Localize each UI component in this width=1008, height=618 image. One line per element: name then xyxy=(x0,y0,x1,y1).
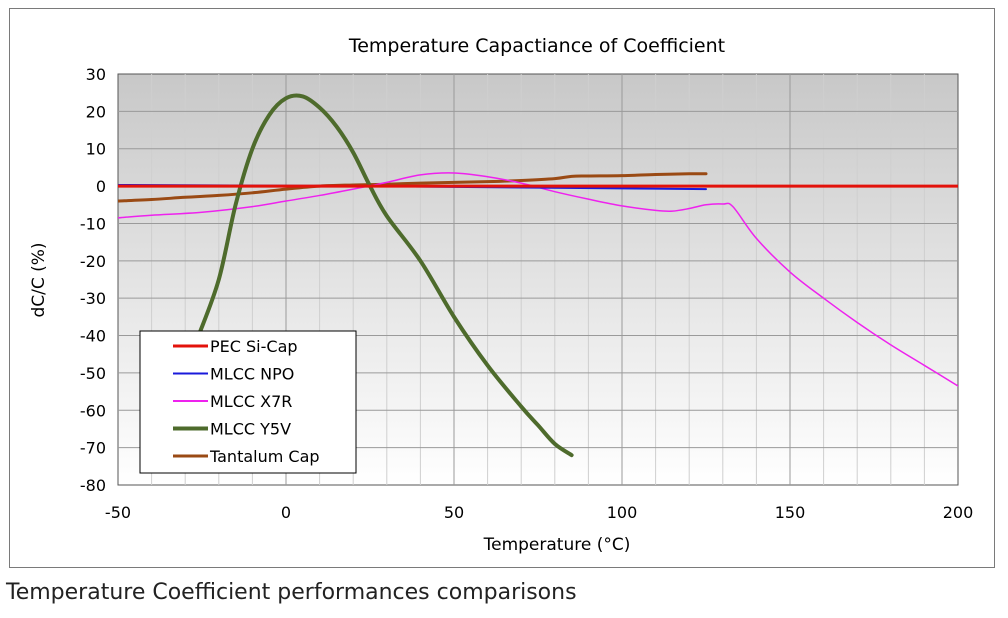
x-tick-label: -50 xyxy=(105,503,131,522)
y-tick-label: -30 xyxy=(80,289,106,308)
legend-label-tantalum-cap: Tantalum Cap xyxy=(209,447,320,466)
series-lines xyxy=(118,93,958,458)
y-tick-label: -40 xyxy=(80,327,106,346)
x-axis-label: Temperature (°C) xyxy=(483,535,631,555)
y-tick-label: 20 xyxy=(86,102,106,121)
y-tick-label: 0 xyxy=(96,177,106,196)
x-axis-ticks: -50 0 50 100 150 200 xyxy=(105,503,973,522)
chart-svg: Temperature Capactiance of Coefficient 3… xyxy=(29,35,973,555)
y-axis-ticks: 30 20 10 0 -10 -20 -30 -40 -50 -60 -70 -80 xyxy=(80,65,106,495)
chart-figure: Temperature Capactiance of Coefficient 3… xyxy=(9,8,995,568)
legend-label-mlcc-npo: MLCC NPO xyxy=(210,365,294,384)
legend: PEC Si-Cap MLCC NPO MLCC X7R MLCC Y5V Tantal… xyxy=(139,330,357,474)
chart-title: Temperature Capactiance of Coefficient xyxy=(348,35,725,57)
x-tick-label: 150 xyxy=(775,503,806,522)
series-line-tantalum-cap xyxy=(118,172,708,203)
legend-label-pec-si-cap: PEC Si-Cap xyxy=(210,337,298,356)
series-line-mlcc-x7r xyxy=(118,172,958,387)
x-tick-label: 200 xyxy=(943,503,974,522)
legend-label-mlcc-y5v: MLCC Y5V xyxy=(210,420,291,439)
series-line-mlcc-y5v xyxy=(196,93,574,458)
x-tick-label: 100 xyxy=(607,503,638,522)
y-tick-label: -60 xyxy=(80,401,106,420)
legend-label-mlcc-x7r: MLCC X7R xyxy=(210,392,292,411)
y-axis-label: dC/C (%) xyxy=(29,242,49,317)
y-tick-label: -10 xyxy=(80,214,106,233)
y-tick-label: 10 xyxy=(86,140,106,159)
x-tick-label: 0 xyxy=(281,503,291,522)
x-tick-label: 50 xyxy=(444,503,464,522)
figure-caption: Temperature Coefficient performances com… xyxy=(6,580,577,605)
y-tick-label: 30 xyxy=(86,65,106,84)
y-tick-label: -80 xyxy=(80,476,106,495)
y-tick-label: -70 xyxy=(80,439,106,458)
y-tick-label: -50 xyxy=(80,364,106,383)
y-tick-label: -20 xyxy=(80,252,106,271)
